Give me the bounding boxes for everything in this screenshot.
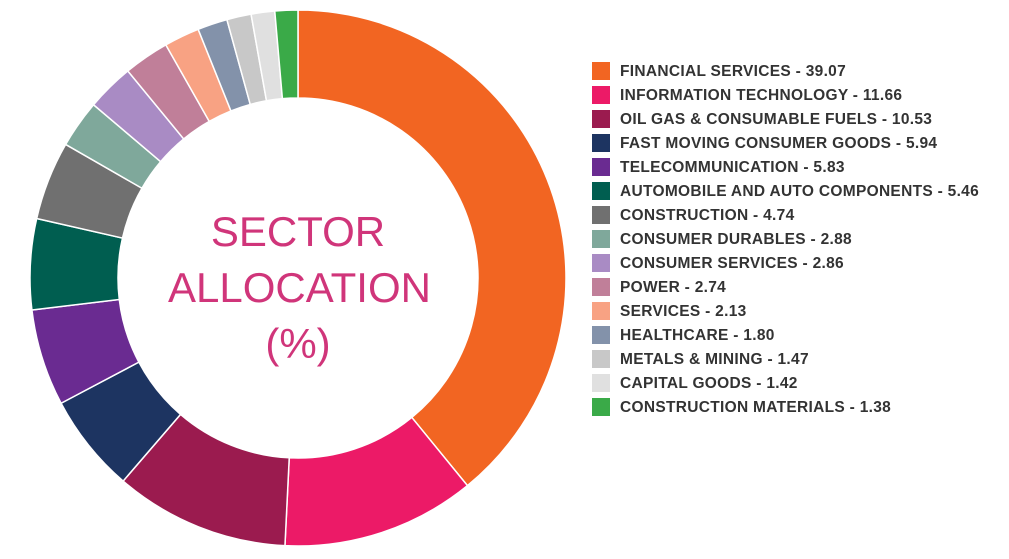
legend-label: SERVICES - 2.13 [620, 303, 747, 320]
legend-item: OIL GAS & CONSUMABLE FUELS - 10.53 [592, 109, 992, 131]
legend: FINANCIAL SERVICES - 39.07 INFORMATION TE… [592, 61, 992, 421]
legend-label: CAPITAL GOODS - 1.42 [620, 375, 798, 392]
legend-item: TELECOMMUNICATION - 5.83 [592, 157, 992, 179]
legend-swatch [592, 254, 610, 272]
legend-label: CONSTRUCTION MATERIALS - 1.38 [620, 399, 892, 416]
legend-label: CONSUMER SERVICES - 2.86 [620, 255, 844, 272]
legend-swatch [592, 206, 610, 224]
legend-swatch [592, 62, 610, 80]
legend-item: METALS & MINING - 1.47 [592, 349, 992, 371]
legend-label: POWER - 2.74 [620, 279, 727, 296]
legend-label: AUTOMOBILE AND AUTO COMPONENTS - 5.46 [620, 183, 980, 200]
legend-swatch [592, 134, 610, 152]
legend-swatch [592, 110, 610, 128]
chart [29, 9, 567, 547]
legend-label: INFORMATION TECHNOLOGY - 11.66 [620, 87, 903, 104]
legend-item: INFORMATION TECHNOLOGY - 11.66 [592, 85, 992, 107]
legend-label: TELECOMMUNICATION - 5.83 [620, 159, 845, 176]
legend-swatch [592, 278, 610, 296]
legend-item: HEALTHCARE - 1.80 [592, 325, 992, 347]
legend-swatch [592, 158, 610, 176]
legend-item: AUTOMOBILE AND AUTO COMPONENTS - 5.46 [592, 181, 992, 203]
legend-swatch [592, 398, 610, 416]
legend-swatch [592, 302, 610, 320]
legend-swatch [592, 350, 610, 368]
legend-item: CONSUMER DURABLES - 2.88 [592, 229, 992, 251]
legend-label: HEALTHCARE - 1.80 [620, 327, 775, 344]
legend-item: FAST MOVING CONSUMER GOODS - 5.94 [592, 133, 992, 155]
legend-label: OIL GAS & CONSUMABLE FUELS - 10.53 [620, 111, 933, 128]
legend-item: CAPITAL GOODS - 1.42 [592, 373, 992, 395]
legend-swatch [592, 326, 610, 344]
legend-item: CONSTRUCTION MATERIALS - 1.38 [592, 397, 992, 419]
legend-label: FINANCIAL SERVICES - 39.07 [620, 63, 847, 80]
slice [273, 9, 299, 100]
legend-label: CONSTRUCTION - 4.74 [620, 207, 795, 224]
legend-item: FINANCIAL SERVICES - 39.07 [592, 61, 992, 83]
slice [297, 9, 567, 487]
legend-item: CONSUMER SERVICES - 2.86 [592, 253, 992, 275]
legend-label: METALS & MINING - 1.47 [620, 351, 809, 368]
legend-item: POWER - 2.74 [592, 277, 992, 299]
chart-title: SECTOR ALLOCATION (%) [168, 208, 431, 367]
legend-swatch [592, 230, 610, 248]
legend-item: SERVICES - 2.13 [592, 301, 992, 323]
legend-item: CONSTRUCTION - 4.74 [592, 205, 992, 227]
legend-label: CONSUMER DURABLES - 2.88 [620, 231, 852, 248]
legend-label: FAST MOVING CONSUMER GOODS - 5.94 [620, 135, 938, 152]
legend-swatch [592, 86, 610, 104]
legend-swatch [592, 374, 610, 392]
legend-swatch [592, 182, 610, 200]
